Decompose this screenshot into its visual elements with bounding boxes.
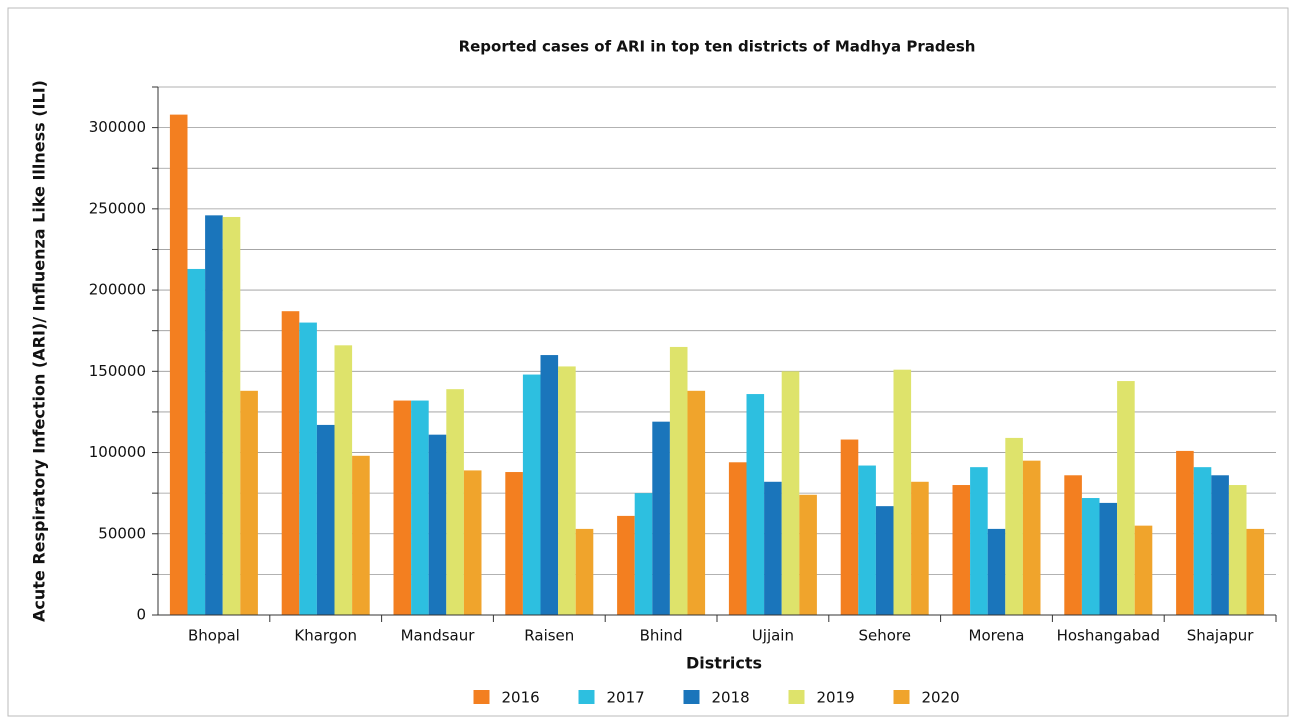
bar bbox=[652, 421, 670, 615]
bar bbox=[463, 470, 482, 615]
bar bbox=[1193, 467, 1212, 615]
bar bbox=[299, 322, 317, 615]
bar bbox=[575, 528, 594, 615]
x-tick-label: Bhopal bbox=[188, 627, 240, 645]
bar bbox=[222, 216, 241, 615]
chart-title: Reported cases of ARI in top ten distric… bbox=[459, 38, 976, 56]
legend-swatch bbox=[788, 690, 805, 704]
x-tick-label: Raisen bbox=[524, 627, 574, 645]
legend-swatch bbox=[578, 690, 595, 704]
bar bbox=[187, 268, 206, 615]
bar bbox=[987, 528, 1006, 615]
x-tick-label: Hoshangabad bbox=[1057, 627, 1160, 645]
y-tick-label: 50000 bbox=[98, 524, 146, 542]
bar bbox=[840, 439, 859, 615]
bar bbox=[1228, 485, 1247, 615]
bar bbox=[1176, 450, 1194, 615]
legend-label: 2017 bbox=[607, 689, 645, 707]
bar bbox=[1117, 381, 1135, 615]
bar bbox=[911, 481, 929, 615]
bar bbox=[875, 506, 894, 615]
bar bbox=[893, 369, 912, 615]
x-tick-label: Khargon bbox=[294, 627, 357, 645]
x-tick-label: Ujjain bbox=[752, 627, 794, 645]
bar bbox=[617, 515, 635, 615]
bar bbox=[205, 215, 223, 616]
x-axis-title: Districts bbox=[686, 654, 762, 673]
bar bbox=[764, 481, 782, 615]
bar bbox=[858, 465, 876, 615]
bar bbox=[952, 485, 971, 615]
y-tick-label: 250000 bbox=[89, 199, 146, 217]
y-tick-label: 0 bbox=[136, 606, 146, 624]
legend-label: 2018 bbox=[712, 689, 750, 707]
bar bbox=[240, 390, 258, 615]
y-tick-label: 300000 bbox=[89, 118, 146, 136]
bar bbox=[1211, 475, 1229, 615]
bar bbox=[446, 389, 464, 615]
bar bbox=[634, 493, 653, 615]
y-tick-label: 200000 bbox=[89, 281, 146, 299]
bar bbox=[393, 400, 412, 615]
bar bbox=[411, 400, 429, 615]
x-tick-label: Morena bbox=[969, 627, 1025, 645]
bar bbox=[316, 424, 335, 615]
legend-label: 2019 bbox=[817, 689, 855, 707]
legend-label: 2016 bbox=[502, 689, 540, 707]
bar bbox=[522, 374, 541, 615]
bar bbox=[1246, 528, 1265, 615]
bar bbox=[505, 472, 523, 615]
bar bbox=[558, 366, 576, 615]
y-axis-title: Acute Respiratory Infection (ARI)/ Influ… bbox=[30, 80, 49, 622]
bar bbox=[1099, 502, 1118, 615]
legend-label: 2020 bbox=[922, 689, 960, 707]
bar bbox=[334, 345, 353, 615]
legend-swatch bbox=[683, 690, 700, 704]
x-tick-label: Sehore bbox=[858, 627, 911, 645]
legend-swatch bbox=[473, 690, 490, 704]
bar bbox=[746, 394, 765, 615]
y-tick-label: 150000 bbox=[89, 362, 146, 380]
bar bbox=[781, 371, 800, 615]
bar bbox=[1134, 525, 1153, 615]
y-tick-label: 100000 bbox=[89, 443, 146, 461]
bar bbox=[1022, 460, 1041, 615]
bar bbox=[169, 114, 188, 615]
chart-border bbox=[7, 7, 1289, 717]
legend-swatch bbox=[893, 690, 910, 704]
bar bbox=[970, 467, 988, 615]
bar bbox=[540, 355, 559, 615]
x-tick-label: Mandsaur bbox=[401, 627, 476, 645]
bar bbox=[687, 390, 706, 615]
bar bbox=[428, 434, 447, 615]
bar bbox=[1081, 498, 1100, 615]
bar bbox=[281, 311, 300, 615]
bar bbox=[669, 346, 688, 615]
x-tick-label: Shajapur bbox=[1187, 627, 1255, 645]
bar bbox=[728, 462, 747, 615]
bar bbox=[352, 455, 370, 615]
bar bbox=[1005, 437, 1023, 615]
bar bbox=[1064, 475, 1082, 615]
x-tick-label: Bhind bbox=[640, 627, 683, 645]
bar bbox=[799, 494, 817, 615]
